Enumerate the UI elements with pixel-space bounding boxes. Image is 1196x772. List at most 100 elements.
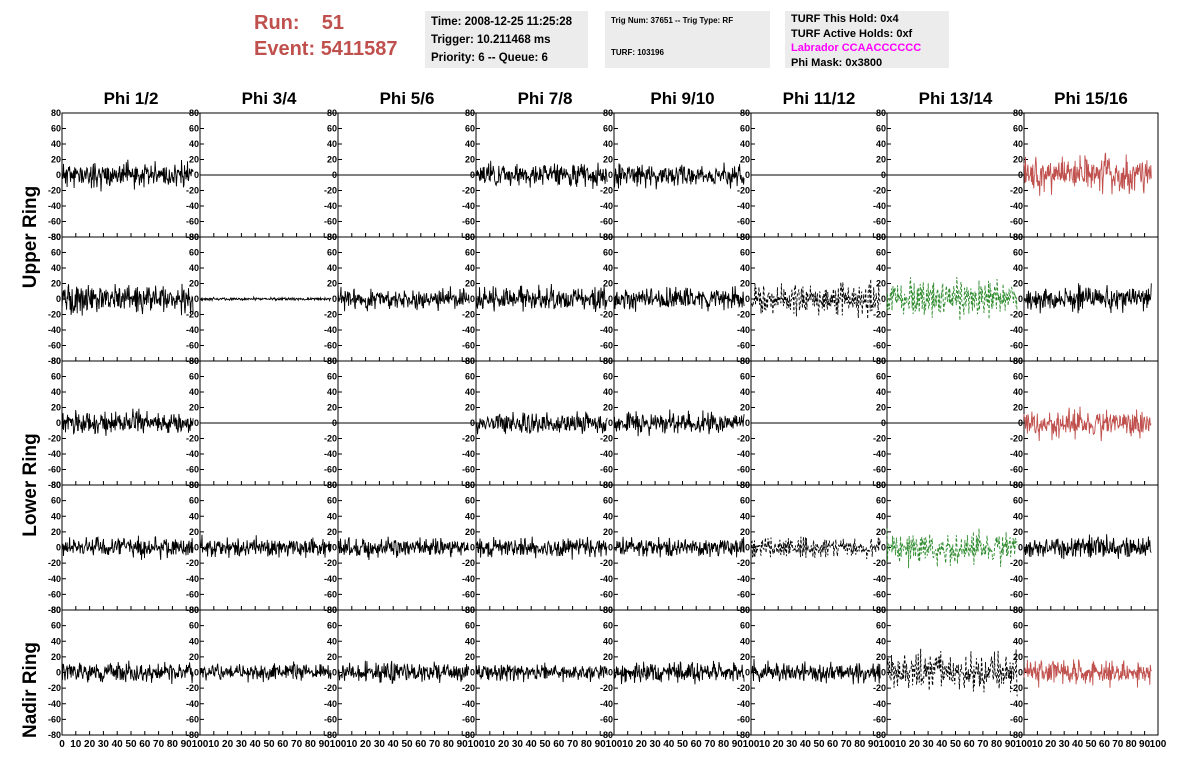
y-tick-label: 60 — [465, 372, 475, 382]
y-tick-label: 0 — [56, 668, 61, 678]
x-tick-label: 90 — [319, 739, 331, 750]
y-tick-label: -40 — [1010, 449, 1023, 459]
series-trace — [475, 662, 608, 683]
y-tick-label: 60 — [1013, 124, 1023, 134]
y-tick-label: -20 — [324, 434, 337, 444]
x-tick-label: 90 — [1139, 739, 1151, 750]
y-tick-label: 20 — [876, 279, 886, 289]
x-tick-label: 60 — [691, 739, 703, 750]
y-tick-label: -40 — [737, 325, 750, 335]
y-tick-label: 40 — [189, 387, 199, 397]
y-tick-label: 20 — [465, 403, 475, 413]
x-tick-label: 20 — [1045, 739, 1057, 750]
y-tick-label: -20 — [873, 186, 886, 196]
x-tick-label: 0 — [59, 739, 65, 750]
y-tick-label: 80 — [327, 480, 337, 490]
y-tick-label: -40 — [48, 574, 61, 584]
y-tick-label: -20 — [873, 434, 886, 444]
y-tick-label: -60 — [462, 341, 475, 351]
y-tick-label: -20 — [1010, 186, 1023, 196]
y-tick-label: 40 — [603, 263, 613, 273]
x-tick-label: 30 — [923, 739, 935, 750]
y-tick-label: -60 — [737, 341, 750, 351]
y-tick-label: 0 — [745, 418, 750, 428]
x-tick-label: 50 — [677, 739, 689, 750]
y-tick-label: 0 — [194, 170, 199, 180]
y-tick-label: 60 — [876, 621, 886, 631]
y-tick-label: -40 — [737, 201, 750, 211]
y-tick-label: 20 — [1013, 155, 1023, 165]
y-tick-label: 60 — [327, 496, 337, 506]
y-tick-label: 0 — [1018, 418, 1023, 428]
y-tick-label: 60 — [465, 124, 475, 134]
y-tick-label: 40 — [1013, 263, 1023, 273]
event-value: 5411587 — [320, 38, 398, 60]
y-tick-label: 0 — [1018, 170, 1023, 180]
y-tick-label: -80 — [48, 356, 61, 366]
y-tick-label: -60 — [48, 217, 61, 227]
y-tick-label: 40 — [603, 387, 613, 397]
series-trace — [337, 536, 470, 561]
y-tick-label: -40 — [1010, 574, 1023, 584]
y-tick-label: 0 — [470, 294, 475, 304]
y-tick-label: 60 — [51, 372, 61, 382]
y-tick-label: 20 — [1013, 279, 1023, 289]
y-tick-label: -40 — [48, 325, 61, 335]
y-tick-label: 20 — [603, 652, 613, 662]
y-tick-label: 60 — [876, 496, 886, 506]
y-tick-label: -40 — [462, 574, 475, 584]
y-tick-label: 80 — [740, 605, 750, 615]
y-tick-label: -40 — [186, 325, 199, 335]
y-tick-label: 80 — [876, 108, 886, 118]
x-tick-label: 70 — [841, 739, 853, 750]
y-tick-label: 40 — [465, 263, 475, 273]
x-tick-label: 60 — [139, 739, 151, 750]
y-tick-label: 80 — [876, 605, 886, 615]
x-tick-label: 10 — [622, 739, 634, 750]
run-event-header: Run: 51 Event: 5411587 — [254, 10, 397, 62]
x-tick-label: 60 — [277, 739, 289, 750]
y-tick-label: 60 — [51, 621, 61, 631]
x-tick-label: 10 — [484, 739, 496, 750]
y-tick-label: 20 — [740, 279, 750, 289]
y-tick-label: 60 — [465, 621, 475, 631]
x-tick-label: 100 — [1016, 739, 1033, 750]
y-tick-label: -40 — [48, 699, 61, 709]
event-label: Event: — [254, 38, 316, 60]
y-tick-label: 80 — [189, 108, 199, 118]
column-title: Phi 15/16 — [1054, 89, 1128, 108]
y-tick-label: -80 — [186, 730, 199, 740]
x-tick-label: 60 — [415, 739, 427, 750]
x-tick-label: 100 — [606, 739, 623, 750]
y-tick-label: 40 — [327, 139, 337, 149]
series-trace — [199, 661, 332, 683]
series-trace — [1023, 659, 1152, 688]
y-tick-label: -40 — [324, 201, 337, 211]
y-tick-label: 80 — [1013, 356, 1023, 366]
x-tick-label: 30 — [650, 739, 662, 750]
y-tick-label: 60 — [327, 621, 337, 631]
y-tick-label: 40 — [465, 139, 475, 149]
y-tick-label: 60 — [327, 124, 337, 134]
y-tick-label: 60 — [189, 248, 199, 258]
y-tick-label: 0 — [332, 418, 337, 428]
y-tick-label: 40 — [876, 139, 886, 149]
x-tick-label: 80 — [581, 739, 593, 750]
y-tick-label: -20 — [48, 434, 61, 444]
y-tick-label: 60 — [740, 372, 750, 382]
y-tick-label: 40 — [51, 139, 61, 149]
y-tick-label: 80 — [51, 356, 61, 366]
y-tick-label: -20 — [600, 186, 613, 196]
y-tick-label: 80 — [465, 232, 475, 242]
series-trace — [61, 535, 194, 560]
x-tick-label: 60 — [553, 739, 565, 750]
x-tick-label: 50 — [813, 739, 825, 750]
y-tick-label: -80 — [48, 605, 61, 615]
series-trace — [199, 534, 332, 558]
y-tick-label: 40 — [189, 511, 199, 521]
y-tick-label: -60 — [324, 589, 337, 599]
y-tick-label: 0 — [1018, 668, 1023, 678]
trigger-text: Trigger: 10.211468 ms — [431, 34, 551, 46]
y-tick-label: -20 — [324, 683, 337, 693]
y-tick-label: 80 — [876, 232, 886, 242]
